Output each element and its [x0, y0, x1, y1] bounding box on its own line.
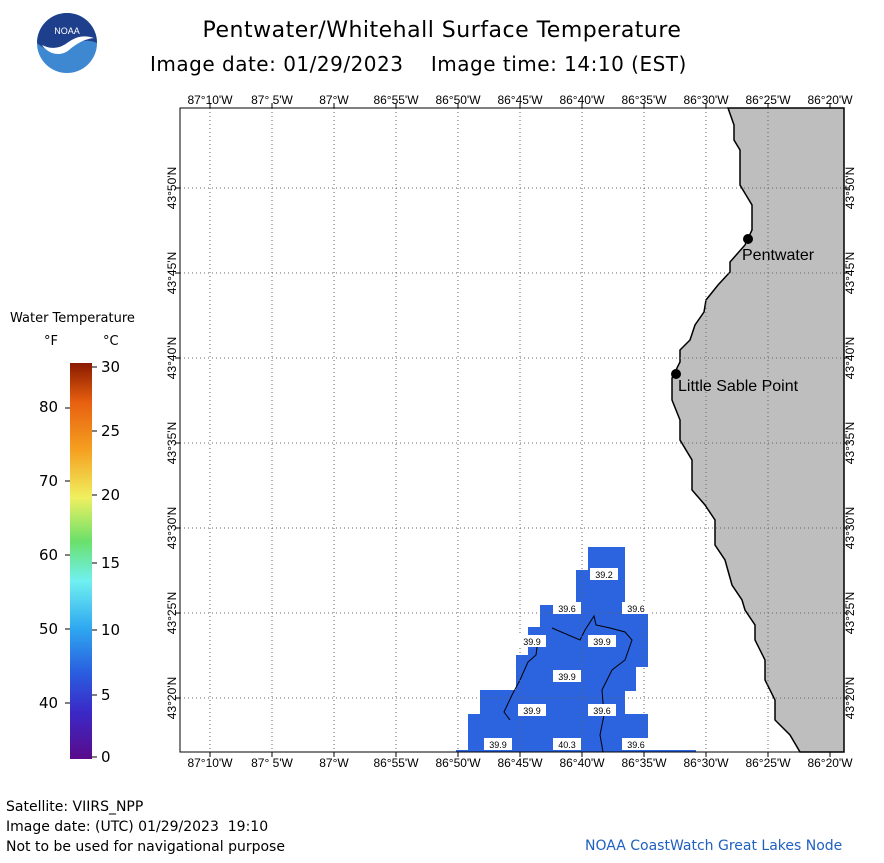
- lat-label: 43°25'N: [843, 592, 857, 634]
- temp-label: 39.6: [627, 604, 645, 614]
- c-tick-25: 25: [101, 422, 121, 440]
- temp-label: 39.9: [523, 637, 541, 647]
- image-datetime: Image date: 01/29/2023 Image time: 14:10…: [150, 52, 687, 76]
- image-date-utc: Image date: (UTC) 01/29/2023 19:10: [6, 819, 269, 835]
- place-little-sable-point: Little Sable Point: [678, 378, 799, 395]
- map-ticks: [175, 103, 849, 757]
- place-pentwater: Pentwater: [742, 247, 815, 264]
- legend-title: Water Temperature: [10, 311, 135, 326]
- lon-label: 87°10'W: [187, 93, 233, 107]
- f-tick-50: 50: [39, 620, 59, 638]
- temp-label: 39.6: [558, 604, 576, 614]
- lon-label: 87°W: [319, 756, 349, 770]
- logo-text: NOAA: [54, 26, 80, 36]
- lon-label: 87°10'W: [187, 756, 233, 770]
- f-tick-60: 60: [39, 546, 59, 564]
- color-bar-ticks: [65, 366, 97, 758]
- lat-label: 43°40'N: [165, 337, 179, 379]
- temp-label: 39.9: [593, 637, 611, 647]
- image-date: Image date: 01/29/2023: [150, 52, 404, 76]
- f-tick-70: 70: [39, 472, 59, 490]
- lon-label: 86°20'W: [807, 756, 853, 770]
- legend-unit-f: °F: [44, 334, 58, 349]
- temp-label: 39.2: [595, 570, 613, 580]
- lon-label: 86°50'W: [435, 93, 481, 107]
- lon-label: 86°55'W: [373, 93, 419, 107]
- lat-label: 43°20'N: [843, 677, 857, 719]
- lon-label: 86°25'W: [745, 93, 791, 107]
- c-tick-15: 15: [101, 554, 121, 572]
- c-tick-10: 10: [101, 621, 121, 639]
- c-tick-5: 5: [101, 686, 111, 704]
- temperature-labels: 39.2 39.6 39.6 39.9 39.9 39.9 39.9 39.6 …: [489, 570, 645, 750]
- c-tick-20: 20: [101, 486, 121, 504]
- legend-unit-c: °C: [103, 334, 119, 349]
- lat-labels-right: 43°50'N 43°45'N 43°40'N 43°35'N 43°30'N …: [843, 167, 857, 719]
- c-tick-0: 0: [101, 748, 111, 766]
- lon-label: 86°20'W: [807, 93, 853, 107]
- lat-labels-left: 43°50'N 43°45'N 43°40'N 43°35'N 43°30'N …: [165, 167, 179, 719]
- lon-label: 86°50'W: [435, 756, 481, 770]
- map-grid: [180, 108, 844, 752]
- lon-labels-bottom: 87°10'W 87° 5'W 87°W 86°55'W 86°50'W 86°…: [187, 756, 853, 770]
- lon-label: 86°40'W: [559, 93, 605, 107]
- temp-label: 39.9: [523, 706, 541, 716]
- logo-top-half: [37, 13, 97, 52]
- lon-label: 86°45'W: [497, 756, 543, 770]
- location-dot-icon: [743, 234, 753, 244]
- lon-labels-top: 87°10'W 87° 5'W 87°W 86°55'W 86°50'W 86°…: [187, 93, 853, 107]
- lat-label: 43°45'N: [843, 252, 857, 294]
- seagull-icon: [42, 36, 94, 55]
- lat-label: 43°50'N: [843, 167, 857, 209]
- lat-label: 43°35'N: [843, 422, 857, 464]
- disclaimer: Not to be used for navigational purpose: [6, 839, 285, 855]
- page-title: Pentwater/Whitehall Surface Temperature: [202, 18, 682, 43]
- lon-label: 86°25'W: [745, 756, 791, 770]
- lat-label: 43°20'N: [165, 677, 179, 719]
- location-dot-icon: [671, 369, 681, 379]
- lat-label: 43°35'N: [165, 422, 179, 464]
- lon-label: 86°35'W: [621, 93, 667, 107]
- color-bar-gradient: [70, 363, 92, 759]
- image-time: Image time: 14:10 (EST): [430, 52, 687, 76]
- temp-label: 39.9: [558, 672, 576, 682]
- lon-label: 86°30'W: [683, 756, 729, 770]
- temp-label: 39.6: [593, 706, 611, 716]
- noaa-logo: NOAA: [37, 13, 97, 73]
- satellite-name: Satellite: VIIRS_NPP: [6, 799, 144, 815]
- lat-label: 43°30'N: [165, 507, 179, 549]
- lon-label: 86°35'W: [621, 756, 667, 770]
- f-tick-40: 40: [39, 694, 59, 712]
- temp-label: 40.3: [558, 740, 576, 750]
- lon-label: 86°45'W: [497, 93, 543, 107]
- lon-label: 87° 5'W: [251, 93, 293, 107]
- c-tick-30: 30: [101, 358, 121, 376]
- lon-label: 87° 5'W: [251, 756, 293, 770]
- lat-label: 43°40'N: [843, 337, 857, 379]
- lon-label: 87°W: [319, 93, 349, 107]
- temperature-label-boxes: [484, 568, 650, 750]
- credit-text: NOAA CoastWatch Great Lakes Node: [585, 838, 843, 854]
- lat-label: 43°50'N: [165, 167, 179, 209]
- lat-label: 43°25'N: [165, 592, 179, 634]
- map-frame: [179, 107, 845, 753]
- f-tick-80: 80: [39, 398, 59, 416]
- lat-label: 43°45'N: [165, 252, 179, 294]
- footer-info: Satellite: VIIRS_NPP Image date: (UTC) 0…: [6, 797, 285, 857]
- lat-label: 43°30'N: [843, 507, 857, 549]
- lon-label: 86°40'W: [559, 756, 605, 770]
- lon-label: 86°30'W: [683, 93, 729, 107]
- temp-label: 39.9: [489, 740, 507, 750]
- lon-label: 86°55'W: [373, 756, 419, 770]
- temp-label: 39.6: [627, 740, 645, 750]
